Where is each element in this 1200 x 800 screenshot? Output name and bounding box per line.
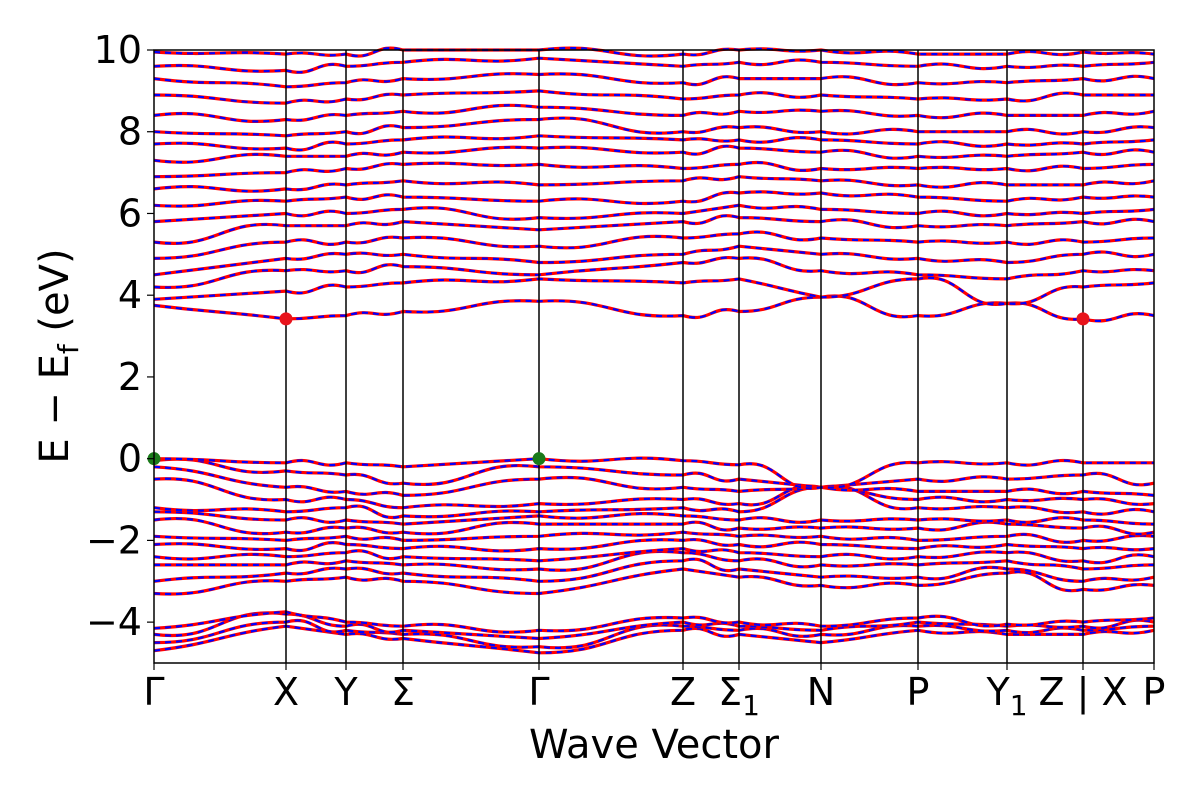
x-tick-label-main: Σ [718,670,742,714]
band-line-red [154,105,1154,121]
x-axis-title: Wave Vector [529,722,780,768]
x-tick-label: X [273,670,299,714]
band-c1 [154,296,1154,321]
band-line-red [154,58,1154,72]
y-axis-title: E − Ef (eV) [32,248,85,463]
band-c16 [154,74,1154,87]
x-tick-label-main: P [907,670,930,714]
band-v14 [154,479,1154,508]
x-tick-label-main: Y [985,670,1010,714]
y-tick-label: 10 [94,28,142,72]
x-tick-label-main: Z [670,670,696,714]
band-line-red [154,177,1154,192]
x-tick-label-main: N [807,670,835,714]
band-c17 [154,58,1154,72]
x-tick-label: Γ [528,670,549,714]
y-tick-label: 8 [118,110,142,154]
y-tick-label: 2 [118,355,142,399]
x-tick-label: Γ [143,670,164,714]
band-line-red [154,136,1154,150]
x-tick-label-main: P [1143,670,1166,714]
x-tick-label: Σ1 [718,670,760,722]
x-tick-label: Z [670,670,696,714]
x-tick-label: P [907,670,930,714]
vbm-marker [533,452,546,465]
x-tick-label-main: Γ [143,670,164,714]
band-line-red [154,296,1154,321]
cbm-marker [1077,312,1090,325]
x-tick-label: Y1 [985,670,1027,722]
band-line-red [154,205,1154,221]
y-tick-label: 4 [118,273,142,317]
x-tick-label: Y [333,670,358,714]
x-tick-label: P [1143,670,1166,714]
band-line-red [154,74,1154,87]
band-line-red [154,192,1154,206]
x-tick-label-main: Y [333,670,358,714]
extrema-markers [148,312,1090,465]
band-line-red [154,278,1154,305]
band-line-blue [154,479,1154,508]
y-tick-label: −2 [86,518,142,562]
band-c12 [154,136,1154,150]
y-tick-label: 0 [118,437,142,481]
x-tick-label-main: Γ [528,670,549,714]
band-c15 [154,91,1154,103]
band-c10 [154,162,1154,176]
band-line-red [154,162,1154,176]
x-tick-label: Z | X [1038,670,1127,715]
x-tick-label-sub: 1 [1010,689,1028,722]
y-axis-title-main: E − E [32,354,78,464]
x-tick-label: Σ [391,670,415,714]
band-c7 [154,205,1154,221]
band-line-red [154,479,1154,508]
band-c8 [154,192,1154,206]
plot-frame [154,50,1154,663]
x-tick-label: N [807,670,835,714]
band-c2 [154,278,1154,305]
x-tick-label-main: X [273,670,299,714]
y-axis-title-unit: (eV) [32,248,78,344]
band-line-red [154,91,1154,103]
bands-layer [154,48,1154,653]
y-axis-ticks: −4 −2 0 2 4 6 8 10 [86,28,154,644]
band-c14 [154,105,1154,121]
x-tick-label-main: Σ [391,670,415,714]
cbm-marker [280,312,293,325]
y-tick-label: 6 [118,191,142,235]
x-tick-label-main: Z | X [1038,670,1127,715]
y-tick-label: −4 [86,600,142,644]
band-c9 [154,177,1154,192]
x-tick-label-sub: 1 [742,689,760,722]
kpoint-lines [286,50,1083,663]
